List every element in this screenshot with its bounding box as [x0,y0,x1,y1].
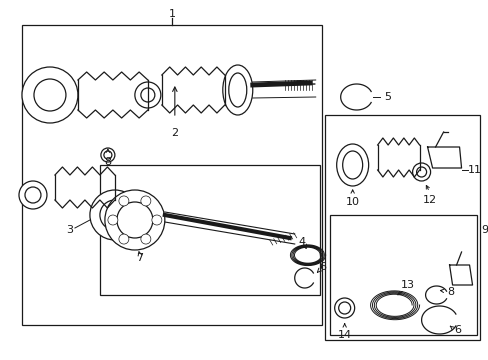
Circle shape [117,202,153,238]
Text: 4: 4 [298,237,305,247]
Circle shape [119,234,129,244]
Circle shape [141,234,151,244]
Circle shape [105,190,164,250]
Circle shape [338,302,350,314]
Circle shape [19,181,47,209]
Text: 11: 11 [467,165,481,175]
Text: 12: 12 [422,195,436,205]
Circle shape [90,190,140,240]
Text: 1: 1 [168,9,175,19]
Circle shape [141,88,155,102]
Circle shape [412,163,430,181]
Text: 8: 8 [104,157,111,167]
Circle shape [34,79,66,111]
Ellipse shape [228,73,246,107]
Text: 6: 6 [454,325,461,335]
Text: 13: 13 [400,280,414,290]
Circle shape [108,215,118,225]
Circle shape [141,196,151,206]
Circle shape [119,196,129,206]
Ellipse shape [223,65,252,115]
Circle shape [25,187,41,203]
Circle shape [103,151,112,159]
Text: 6: 6 [319,262,325,272]
Circle shape [152,215,162,225]
Text: 9: 9 [480,225,487,235]
Text: 7: 7 [136,253,143,263]
Bar [22,25,321,325]
Text: 2: 2 [171,128,178,138]
Ellipse shape [342,151,362,179]
Circle shape [100,200,130,230]
Text: 8: 8 [447,287,454,297]
Text: 5: 5 [384,92,391,102]
Bar [324,115,479,340]
Text: 3: 3 [66,225,73,235]
Ellipse shape [336,144,368,186]
Circle shape [334,298,354,318]
Bar [329,215,476,335]
Circle shape [135,82,161,108]
Text: 14: 14 [337,330,351,340]
Bar [100,165,319,295]
Circle shape [101,148,115,162]
Circle shape [416,167,426,177]
Text: 10: 10 [345,197,359,207]
Circle shape [22,67,78,123]
